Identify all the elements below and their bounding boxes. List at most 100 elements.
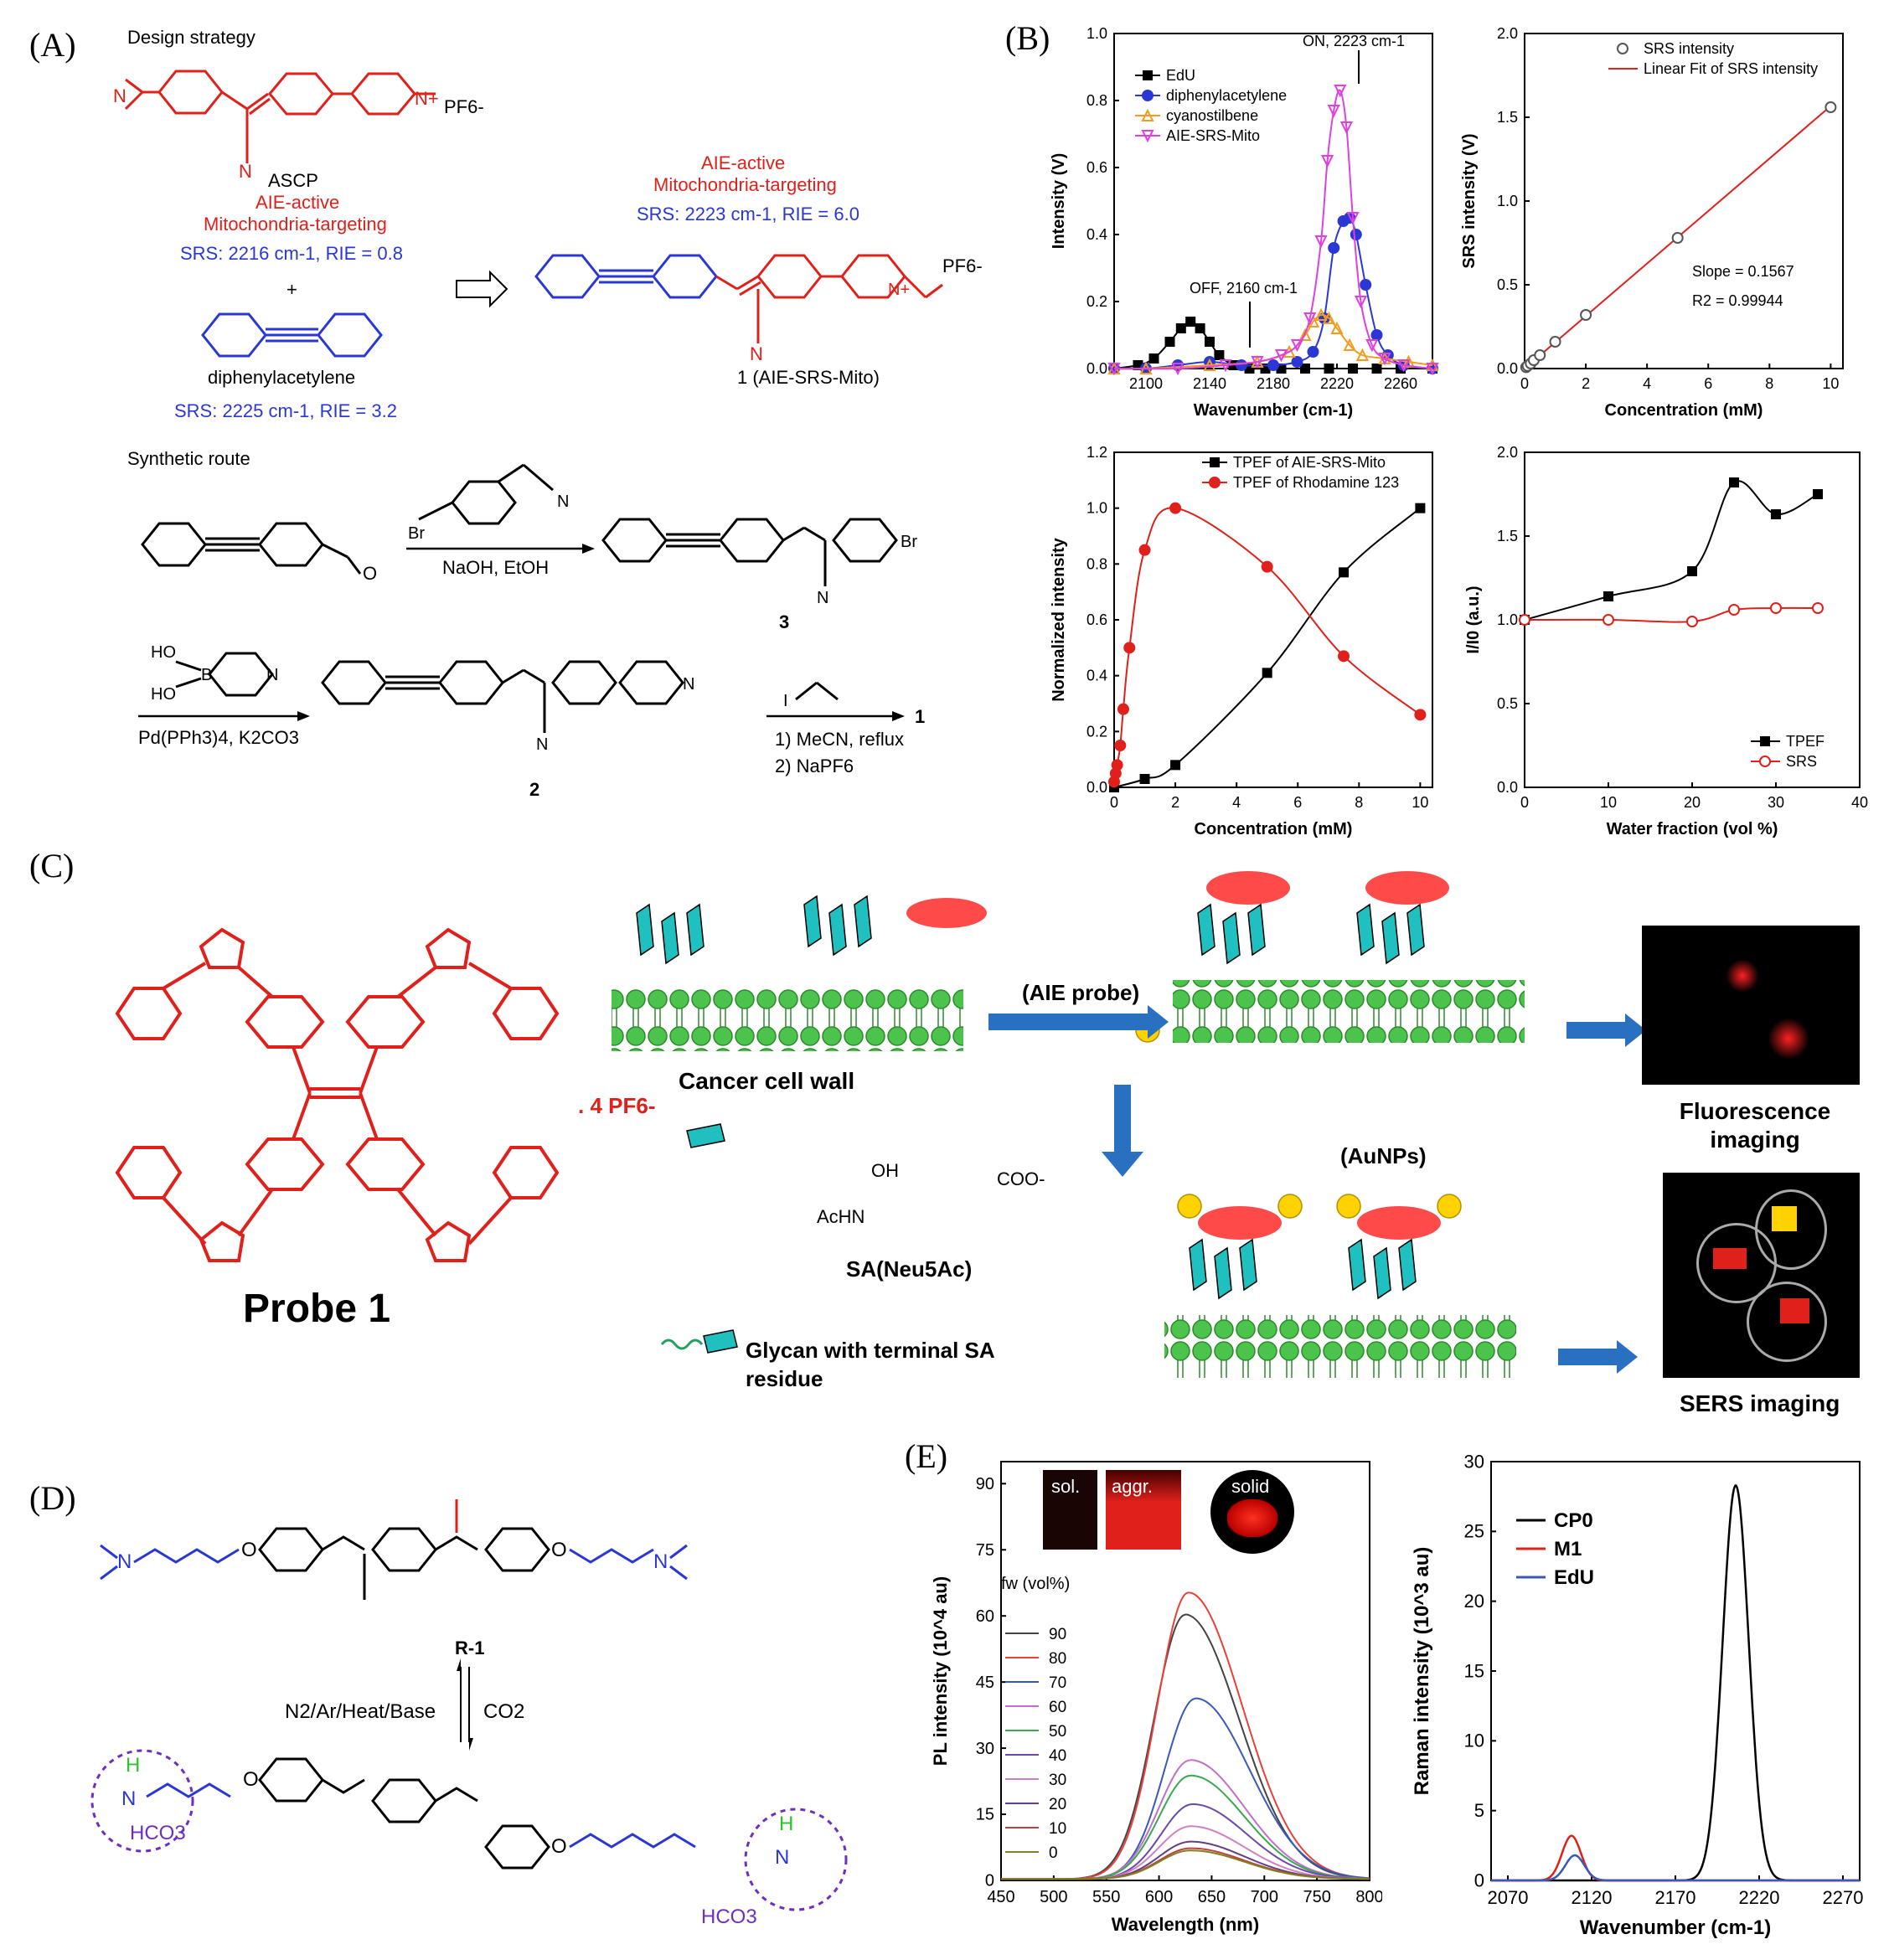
data-point bbox=[1348, 364, 1358, 374]
data-point bbox=[1307, 346, 1319, 358]
data-point bbox=[1687, 566, 1697, 576]
data-point bbox=[1283, 344, 1296, 358]
legend-entry: TPEF of AIE-SRS-Mito bbox=[1233, 454, 1386, 471]
x-tick-label: 4 bbox=[1643, 375, 1651, 392]
x-tick-label: 8 bbox=[1355, 794, 1363, 811]
data-point bbox=[1728, 604, 1740, 616]
pl-curve-0 bbox=[1000, 1849, 1370, 1880]
data-point bbox=[1170, 760, 1181, 771]
sa-structure-oh: OH bbox=[871, 1160, 899, 1181]
y-tick-label: 0.0 bbox=[1497, 360, 1518, 377]
x-tick-label: 2120 bbox=[1572, 1887, 1613, 1908]
plot-frame bbox=[1113, 451, 1433, 788]
d-top-o-right: O bbox=[551, 1539, 567, 1561]
legend-entry: 30 bbox=[1049, 1772, 1066, 1789]
compound-3-br: Br bbox=[901, 533, 917, 551]
data-point bbox=[1770, 602, 1782, 614]
d-top-o-left: O bbox=[241, 1539, 257, 1561]
panel-label-d: (D) bbox=[29, 1479, 76, 1517]
data-point bbox=[1534, 349, 1546, 361]
raman-curve-EdU bbox=[1491, 1854, 1860, 1882]
bromobenzyl-cyanide bbox=[418, 463, 554, 525]
d-bottom-o-right: O bbox=[551, 1835, 567, 1858]
legend-entry: 60 bbox=[1049, 1699, 1066, 1716]
y-tick-label: 0.5 bbox=[1497, 276, 1518, 293]
aie-probe-label: (AIE probe) bbox=[1022, 980, 1140, 1005]
d-bottom-n-right: N bbox=[775, 1846, 789, 1869]
x-tick-label: 2170 bbox=[1655, 1887, 1696, 1908]
data-point bbox=[1519, 614, 1530, 626]
condition-co2: CO2 bbox=[483, 1700, 525, 1723]
data-point bbox=[1338, 650, 1350, 663]
x-tick-label: 10 bbox=[1600, 794, 1617, 811]
data-point bbox=[1350, 229, 1362, 240]
y-tick-label: 60 bbox=[976, 1607, 994, 1626]
d-bottom-o-left: O bbox=[243, 1768, 259, 1791]
dpa-structure bbox=[201, 312, 383, 358]
product-aie-active: AIE-active bbox=[701, 152, 786, 173]
sol-label: sol. bbox=[1051, 1476, 1081, 1497]
sol-vial-image bbox=[1043, 1470, 1097, 1550]
data-point bbox=[1334, 85, 1347, 98]
cell-wall-diagram bbox=[612, 871, 1646, 1378]
data-point bbox=[1771, 509, 1781, 519]
y-axis-label: PL intensity (10^4 au) bbox=[930, 1576, 951, 1766]
condition-mecn: 1) MeCN, reflux bbox=[775, 729, 905, 750]
series-line-0 bbox=[1524, 480, 1819, 621]
x-tick-label: 2220 bbox=[1739, 1887, 1780, 1908]
data-point bbox=[1401, 354, 1416, 368]
x-tick-label: 2070 bbox=[1488, 1887, 1529, 1908]
aunps-label: (AuNPs) bbox=[1340, 1143, 1427, 1168]
y-tick-label: 25 bbox=[1464, 1521, 1484, 1542]
aggr-label: aggr. bbox=[1112, 1476, 1153, 1497]
data-point bbox=[1330, 321, 1344, 334]
glycan-group bbox=[636, 895, 1425, 1300]
condition-naoh: NaOH, EtOH bbox=[442, 557, 550, 578]
x-axis-label: Concentration (mM) bbox=[1605, 401, 1763, 420]
chart-b3: 0 2 4 6 8 10 0.0 0.2 0.4 0.6 0.8 1.0 1.2 Concentratio… bbox=[1050, 444, 1433, 838]
condition-pd: Pd(PPh3)4, K2CO3 bbox=[138, 727, 299, 748]
sa-structure-achn: AcHN bbox=[817, 1206, 865, 1227]
y-tick-label: 90 bbox=[976, 1475, 994, 1493]
data-point bbox=[1671, 232, 1684, 244]
data-point bbox=[1370, 329, 1383, 341]
x-axis-label: Concentration (mM) bbox=[1195, 820, 1353, 838]
d-top-n-left: N bbox=[117, 1550, 132, 1573]
data-point bbox=[1251, 356, 1264, 369]
data-point bbox=[1686, 616, 1698, 627]
data-point bbox=[1203, 358, 1216, 371]
data-point bbox=[1320, 155, 1334, 168]
legend-entry: 80 bbox=[1049, 1650, 1066, 1668]
plus-sign: + bbox=[286, 279, 297, 300]
ascp-label: ASCP bbox=[268, 170, 318, 191]
data-point bbox=[1205, 337, 1215, 347]
flow-arrows bbox=[988, 1005, 1646, 1374]
data-point bbox=[1322, 311, 1336, 324]
y-tick-label: 15 bbox=[976, 1806, 994, 1824]
y-axis-label: Normalized intensity bbox=[1050, 537, 1068, 701]
x-tick-label: 550 bbox=[1092, 1888, 1120, 1906]
panel-label-b: (B) bbox=[1005, 19, 1050, 57]
y-tick-label: 0.0 bbox=[1086, 360, 1107, 377]
legend-marker bbox=[1210, 457, 1220, 467]
legend-entry: CP0 bbox=[1554, 1509, 1593, 1532]
x-tick-label: 2180 bbox=[1257, 375, 1290, 392]
series-line-1 bbox=[1113, 507, 1421, 782]
product-pf6-label: PF6- bbox=[942, 255, 983, 276]
boronic-ho-1: HO bbox=[151, 643, 176, 662]
dpa-label: diphenylacetylene bbox=[208, 367, 356, 388]
legend-marker bbox=[1141, 108, 1154, 121]
data-point bbox=[1414, 709, 1427, 721]
y-tick-label: 0 bbox=[1474, 1870, 1484, 1890]
legend-entry: 90 bbox=[1049, 1626, 1066, 1643]
x-tick-label: 700 bbox=[1251, 1888, 1278, 1906]
data-point bbox=[1267, 359, 1279, 371]
y-tick-label: 0.5 bbox=[1497, 695, 1518, 712]
x-tick-label: 2100 bbox=[1129, 375, 1163, 392]
synthetic-route-heading: Synthetic route bbox=[127, 448, 250, 469]
product-srs: SRS: 2223 cm-1, RIE = 6.0 bbox=[637, 204, 859, 224]
solid-label: solid bbox=[1231, 1476, 1270, 1497]
legend-entry: M1 bbox=[1554, 1538, 1582, 1560]
x-tick-label: 800 bbox=[1355, 1888, 1382, 1906]
plot-frame bbox=[1113, 33, 1433, 369]
